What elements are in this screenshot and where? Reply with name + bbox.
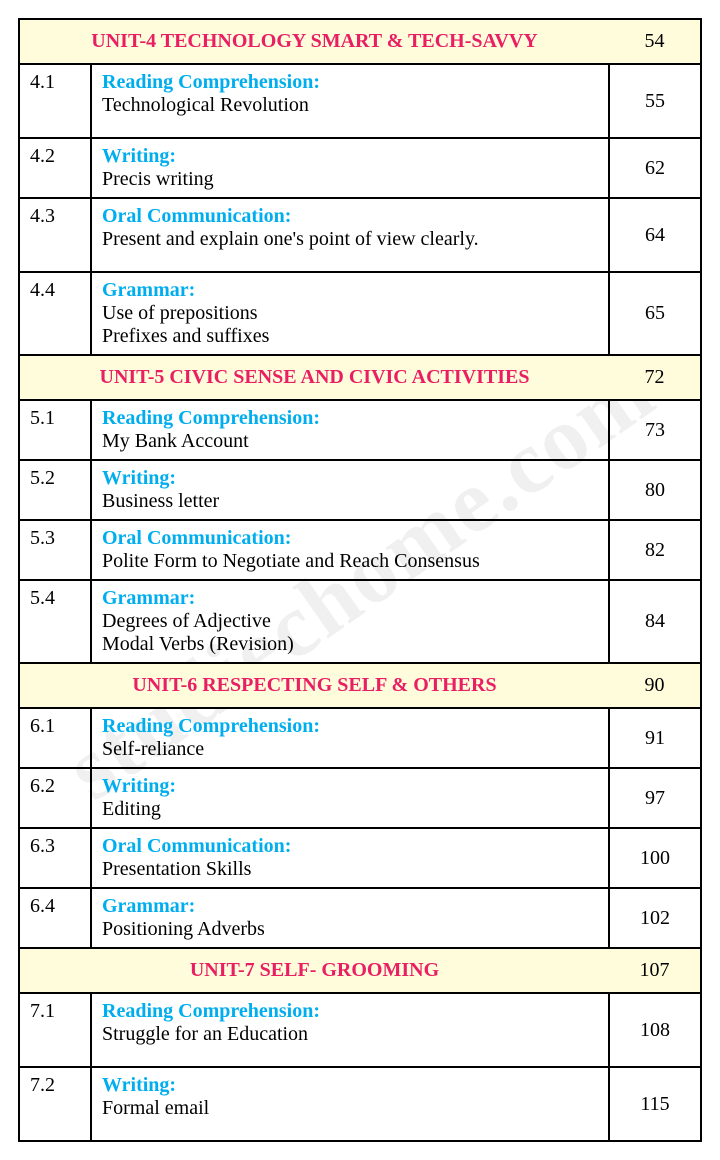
section-page: 64 — [609, 198, 701, 272]
section-page: 80 — [609, 460, 701, 520]
section-number: 5.3 — [19, 520, 91, 580]
unit-title: UNIT-7 SELF- GROOMING — [19, 948, 609, 993]
section-content: Oral Communication:Polite Form to Negoti… — [91, 520, 609, 580]
section-line: Business letter — [102, 490, 219, 512]
section-line: Precis writing — [102, 168, 214, 190]
section-page: 97 — [609, 768, 701, 828]
unit-page: 72 — [609, 355, 701, 400]
section-line: Degrees of Adjective — [102, 610, 271, 632]
section-heading: Grammar: — [102, 279, 195, 301]
section-number: 7.1 — [19, 993, 91, 1067]
section-page: 84 — [609, 580, 701, 663]
section-line: Positioning Adverbs — [102, 918, 265, 940]
section-line: Modal Verbs (Revision) — [102, 633, 294, 655]
section-line: Editing — [102, 798, 161, 820]
unit-header-row: UNIT-7 SELF- GROOMING107 — [19, 948, 701, 993]
section-heading: Reading Comprehension: — [102, 1000, 320, 1022]
section-page: 115 — [609, 1067, 701, 1141]
section-heading: Reading Comprehension: — [102, 407, 320, 429]
toc-table: UNIT-4 TECHNOLOGY SMART & TECH-SAVVY544.… — [18, 18, 702, 1142]
section-line: My Bank Account — [102, 430, 249, 452]
toc-row: 6.2Writing:Editing97 — [19, 768, 701, 828]
section-page: 62 — [609, 138, 701, 198]
section-number: 7.2 — [19, 1067, 91, 1141]
section-line: Polite Form to Negotiate and Reach Conse… — [102, 550, 480, 572]
toc-row: 4.2Writing:Precis writing62 — [19, 138, 701, 198]
section-content: Reading Comprehension:Self-reliance — [91, 708, 609, 768]
unit-title: UNIT-4 TECHNOLOGY SMART & TECH-SAVVY — [19, 19, 609, 64]
section-number: 6.3 — [19, 828, 91, 888]
section-content: Oral Communication:Presentation Skills — [91, 828, 609, 888]
section-line: Struggle for an Education — [102, 1023, 308, 1045]
toc-row: 4.4Grammar:Use of prepositionsPrefixes a… — [19, 272, 701, 355]
toc-row: 5.4Grammar:Degrees of AdjectiveModal Ver… — [19, 580, 701, 663]
section-heading: Oral Communication: — [102, 835, 291, 857]
section-line: Use of prepositions — [102, 302, 258, 324]
section-number: 4.1 — [19, 64, 91, 138]
section-page: 73 — [609, 400, 701, 460]
section-heading: Oral Communication: — [102, 205, 291, 227]
toc-row: 4.1Reading Comprehension:Technological R… — [19, 64, 701, 138]
section-content: Grammar:Positioning Adverbs — [91, 888, 609, 948]
toc-row: 6.3Oral Communication:Presentation Skill… — [19, 828, 701, 888]
section-line: Presentation Skills — [102, 858, 251, 880]
toc-row: 6.1Reading Comprehension:Self-reliance91 — [19, 708, 701, 768]
section-page: 55 — [609, 64, 701, 138]
toc-row: 6.4Grammar:Positioning Adverbs102 — [19, 888, 701, 948]
unit-page: 107 — [609, 948, 701, 993]
unit-header-row: UNIT-4 TECHNOLOGY SMART & TECH-SAVVY54 — [19, 19, 701, 64]
toc-row: 5.2Writing:Business letter80 — [19, 460, 701, 520]
section-heading: Grammar: — [102, 895, 195, 917]
section-page: 82 — [609, 520, 701, 580]
section-number: 4.2 — [19, 138, 91, 198]
section-content: Oral Communication:Present and explain o… — [91, 198, 609, 272]
section-heading: Writing: — [102, 145, 176, 167]
toc-row: 4.3Oral Communication:Present and explai… — [19, 198, 701, 272]
section-content: Grammar:Use of prepositionsPrefixes and … — [91, 272, 609, 355]
section-content: Reading Comprehension:Struggle for an Ed… — [91, 993, 609, 1067]
section-content: Writing:Editing — [91, 768, 609, 828]
section-content: Writing:Formal email — [91, 1067, 609, 1141]
section-line: Present and explain one's point of view … — [102, 228, 479, 250]
section-number: 5.2 — [19, 460, 91, 520]
section-heading: Reading Comprehension: — [102, 71, 320, 93]
section-content: Grammar:Degrees of AdjectiveModal Verbs … — [91, 580, 609, 663]
unit-header-row: UNIT-6 RESPECTING SELF & OTHERS90 — [19, 663, 701, 708]
section-line: Self-reliance — [102, 738, 204, 760]
section-heading: Oral Communication: — [102, 527, 291, 549]
section-number: 5.4 — [19, 580, 91, 663]
section-line: Formal email — [102, 1097, 209, 1119]
unit-page: 54 — [609, 19, 701, 64]
unit-header-row: UNIT-5 CIVIC SENSE AND CIVIC ACTIVITIES7… — [19, 355, 701, 400]
section-heading: Grammar: — [102, 587, 195, 609]
toc-row: 7.1Reading Comprehension:Struggle for an… — [19, 993, 701, 1067]
section-content: Reading Comprehension:My Bank Account — [91, 400, 609, 460]
section-line: Technological Revolution — [102, 94, 309, 116]
section-content: Reading Comprehension:Technological Revo… — [91, 64, 609, 138]
section-page: 100 — [609, 828, 701, 888]
section-heading: Writing: — [102, 775, 176, 797]
section-number: 4.4 — [19, 272, 91, 355]
section-number: 5.1 — [19, 400, 91, 460]
section-heading: Reading Comprehension: — [102, 715, 320, 737]
section-number: 6.2 — [19, 768, 91, 828]
toc-row: 5.1Reading Comprehension:My Bank Account… — [19, 400, 701, 460]
section-number: 4.3 — [19, 198, 91, 272]
unit-page: 90 — [609, 663, 701, 708]
section-line: Prefixes and suffixes — [102, 325, 269, 347]
section-number: 6.4 — [19, 888, 91, 948]
section-content: Writing:Precis writing — [91, 138, 609, 198]
section-content: Writing:Business letter — [91, 460, 609, 520]
unit-title: UNIT-5 CIVIC SENSE AND CIVIC ACTIVITIES — [19, 355, 609, 400]
toc-row: 5.3Oral Communication:Polite Form to Neg… — [19, 520, 701, 580]
section-heading: Writing: — [102, 1074, 176, 1096]
unit-title: UNIT-6 RESPECTING SELF & OTHERS — [19, 663, 609, 708]
section-page: 91 — [609, 708, 701, 768]
section-number: 6.1 — [19, 708, 91, 768]
toc-row: 7.2Writing:Formal email115 — [19, 1067, 701, 1141]
section-page: 65 — [609, 272, 701, 355]
section-page: 102 — [609, 888, 701, 948]
section-heading: Writing: — [102, 467, 176, 489]
section-page: 108 — [609, 993, 701, 1067]
